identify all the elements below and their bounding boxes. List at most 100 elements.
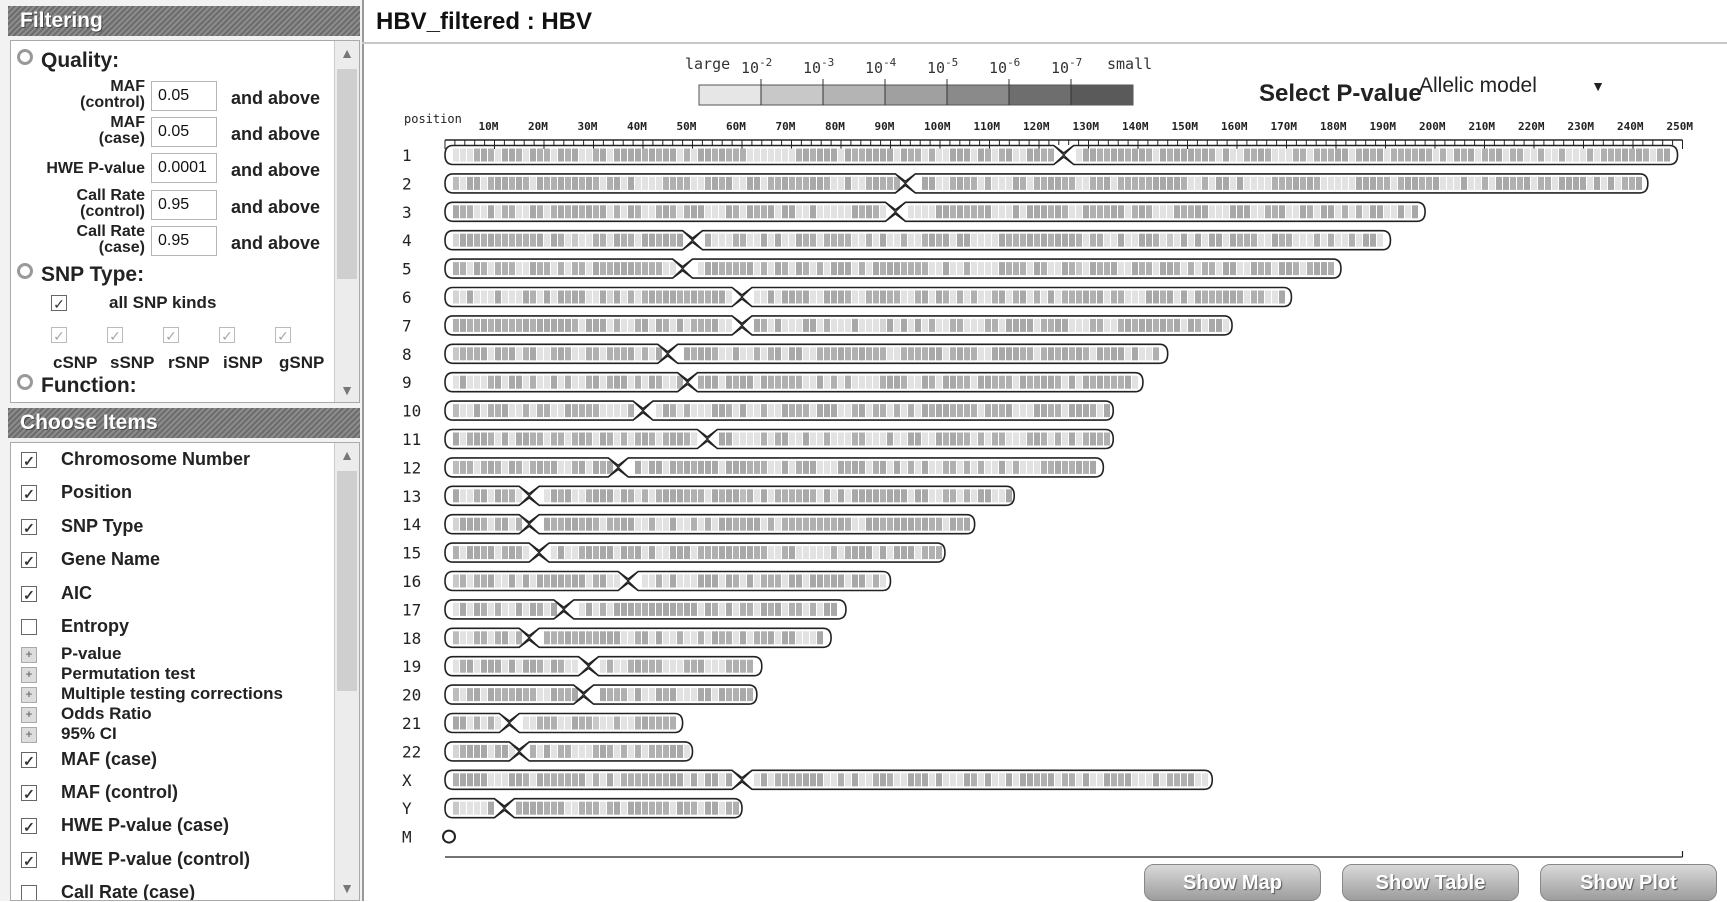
snp-kind-checkbox-3[interactable]: ✓ xyxy=(163,327,179,346)
chromosome-band xyxy=(516,688,522,702)
chromosome-band xyxy=(1027,404,1033,418)
chromosome-band xyxy=(1615,148,1621,162)
chromosome-band xyxy=(572,262,578,276)
callrate-control-input[interactable]: 0.95 xyxy=(151,190,217,220)
chromosome-band xyxy=(453,489,459,503)
snp-type-section-title[interactable]: SNP Type: xyxy=(17,263,144,287)
chromosome-band xyxy=(782,176,788,190)
chromosome-band xyxy=(523,205,529,219)
all-snp-checkbox[interactable]: ✓ xyxy=(51,295,67,314)
chromosome-band xyxy=(733,546,739,560)
scroll-up-icon[interactable]: ▲ xyxy=(340,45,354,61)
scroll-up-icon[interactable]: ▲ xyxy=(340,447,354,463)
chromosome-band xyxy=(495,460,501,474)
filter-suffix: and above xyxy=(231,233,321,253)
chromosome-band xyxy=(768,347,774,361)
chromosome-band xyxy=(838,404,844,418)
chromosome-band xyxy=(614,602,620,616)
quality-section-title[interactable]: Quality: xyxy=(17,49,119,73)
show-plot-button[interactable]: Show Plot xyxy=(1540,864,1717,901)
chromosome-band xyxy=(768,517,774,531)
chromosome-band xyxy=(1076,773,1082,787)
snp-kind-checkbox-2[interactable]: ✓ xyxy=(107,327,123,346)
scroll-down-icon[interactable]: ▼ xyxy=(340,880,354,896)
maf-case-input[interactable]: 0.05 xyxy=(151,117,217,147)
chromosome-band xyxy=(1076,176,1082,190)
chromosome-band xyxy=(607,602,613,616)
chromosome-band xyxy=(733,404,739,418)
items-scrollbar[interactable]: ▲ ▼ xyxy=(334,443,359,900)
chromosome-band xyxy=(880,773,886,787)
chromosome-band xyxy=(817,574,823,588)
chromosome-band xyxy=(915,290,921,304)
chromosome-band xyxy=(467,432,473,446)
function-section-title[interactable]: Function: xyxy=(17,374,137,398)
chromosome-band xyxy=(1041,233,1047,247)
chromosome-band xyxy=(607,262,613,276)
chromosome-band xyxy=(530,233,536,247)
chromosome-band xyxy=(936,404,942,418)
checkbox-checked-icon: ✓ xyxy=(21,485,37,502)
chromosome-band xyxy=(887,517,893,531)
chromosome-band xyxy=(474,659,480,673)
chromosome-band xyxy=(586,602,592,616)
hwe-pvalue-input[interactable]: 0.0001 xyxy=(151,153,217,183)
chromosome-band xyxy=(719,148,725,162)
chromosome-band xyxy=(565,574,571,588)
chromosome-band xyxy=(1118,318,1124,332)
axis-tick-label: 110M xyxy=(974,120,1001,133)
chromosome-band xyxy=(775,262,781,276)
chromosome-band xyxy=(516,489,522,503)
chromosome-band xyxy=(691,688,697,702)
chromosome-band xyxy=(1041,432,1047,446)
filtering-scrollbar[interactable]: ▲ ▼ xyxy=(334,41,359,402)
chromosome-band xyxy=(1076,148,1082,162)
chromosome-band xyxy=(474,716,480,730)
chromosome-band xyxy=(586,744,592,758)
chromosome-band xyxy=(726,375,732,389)
chromosome-band xyxy=(754,574,760,588)
chromosome-band xyxy=(1496,148,1502,162)
chromosome-band xyxy=(726,688,732,702)
scroll-down-icon[interactable]: ▼ xyxy=(340,382,354,398)
chromosome-band xyxy=(1146,148,1152,162)
chromosome-band xyxy=(642,602,648,616)
chromosome-band xyxy=(789,489,795,503)
maf-control-input[interactable]: 0.05 xyxy=(151,81,217,111)
chromosome-band xyxy=(453,432,459,446)
chromosome-label: 7 xyxy=(402,316,412,335)
chromosome-band xyxy=(1475,176,1481,190)
snp-kind-checkbox-1[interactable]: ✓ xyxy=(51,327,67,346)
chromosome-band xyxy=(586,148,592,162)
chromosome-band xyxy=(614,659,620,673)
chromosome-band xyxy=(1349,233,1355,247)
pvalue-select[interactable]: Allelic model ▼ xyxy=(1419,74,1619,108)
snp-kind-checkbox-4[interactable]: ✓ xyxy=(219,327,235,346)
chromosome-band xyxy=(677,574,683,588)
chromosome-band xyxy=(516,375,522,389)
chromosome-band xyxy=(810,432,816,446)
snp-kind-checkbox-5[interactable]: ✓ xyxy=(275,327,291,346)
show-map-button[interactable]: Show Map xyxy=(1144,864,1321,901)
chromosome-band xyxy=(1125,148,1131,162)
chromosome-band xyxy=(1454,176,1460,190)
chromosome-band xyxy=(565,659,571,673)
scroll-thumb[interactable] xyxy=(337,471,357,691)
chromosome-band xyxy=(754,546,760,560)
chromosome-band xyxy=(663,716,669,730)
chromosome-band xyxy=(901,546,907,560)
chromosome-band xyxy=(1153,176,1159,190)
chromosome-band xyxy=(964,773,970,787)
callrate-case-input[interactable]: 0.95 xyxy=(151,226,217,256)
scroll-thumb[interactable] xyxy=(337,69,357,279)
chromosome-band xyxy=(894,233,900,247)
chromosome-band xyxy=(551,716,557,730)
centromere-cross xyxy=(498,713,520,733)
chromosome-band xyxy=(873,546,879,560)
chromosome-band xyxy=(705,347,711,361)
show-table-button[interactable]: Show Table xyxy=(1342,864,1519,901)
chromosome-label: 19 xyxy=(402,657,421,676)
chromosome-band xyxy=(677,659,683,673)
chromosome-outline xyxy=(444,684,758,705)
chromosome-band xyxy=(544,517,550,531)
